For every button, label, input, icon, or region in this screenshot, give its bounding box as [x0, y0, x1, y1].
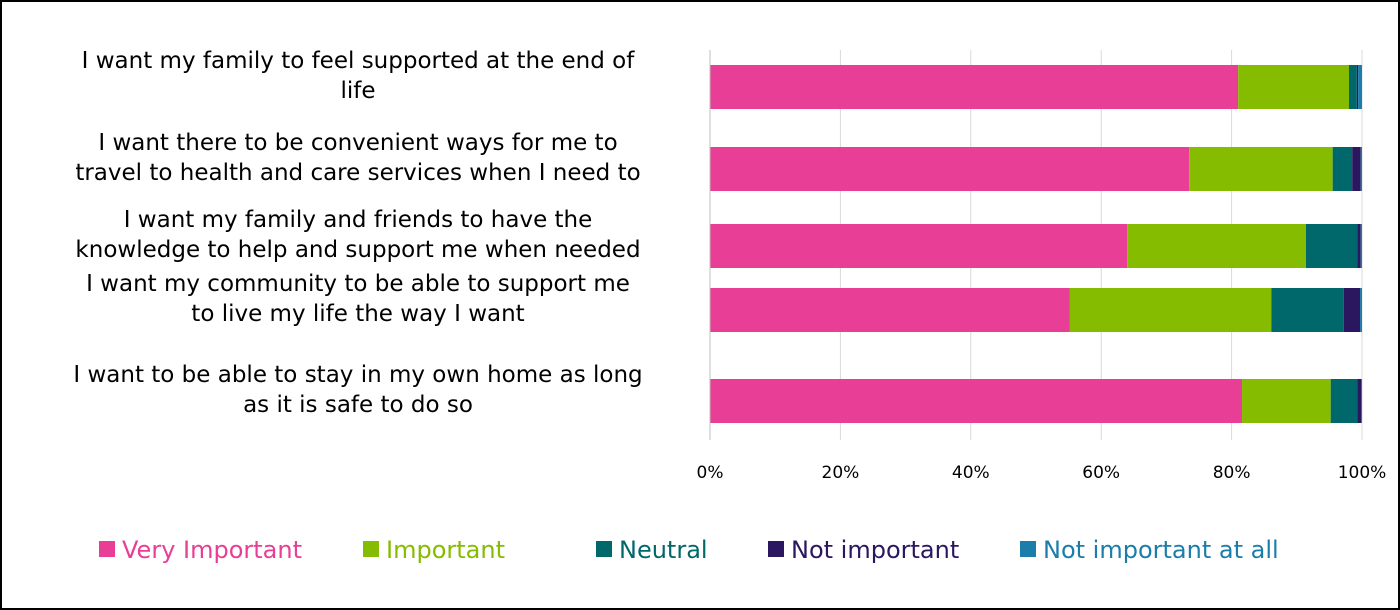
bars — [710, 65, 1362, 423]
legend-label: Important — [386, 536, 505, 564]
x-tick-label: 80% — [1213, 463, 1251, 483]
bar-segment — [1238, 65, 1349, 109]
category-label: as it is safe to do so — [243, 392, 473, 418]
x-tick-label: 100% — [1338, 463, 1387, 483]
x-tick-label: 20% — [822, 463, 860, 483]
bar-segment — [1330, 379, 1358, 423]
bar-segment — [1271, 288, 1344, 332]
category-label: travel to health and care services when … — [75, 160, 640, 186]
x-tick-label: 40% — [952, 463, 990, 483]
legend-label: Very Important — [122, 536, 302, 564]
bar-segment — [1305, 224, 1358, 268]
legend-swatch — [768, 541, 784, 557]
bar-segment — [1343, 288, 1361, 332]
bar-segment — [1069, 288, 1272, 332]
category-label: I want to be able to stay in my own home… — [73, 362, 642, 388]
bar-segment — [1332, 147, 1353, 191]
legend-swatch — [1020, 541, 1036, 557]
bar-segment — [1357, 379, 1362, 423]
bar-segment — [710, 224, 1128, 268]
legend: Very Important Important Neutral Not import… — [99, 536, 1279, 564]
legend-swatch — [363, 541, 379, 557]
x-tick-label: 0% — [697, 463, 724, 483]
bar-segment — [710, 65, 1239, 109]
category-label: I want there to be convenient ways for m… — [98, 130, 617, 156]
bar-segment — [1352, 147, 1361, 191]
category-label: I want my family and friends to have the — [124, 207, 593, 233]
legend-swatch — [99, 541, 115, 557]
x-tick-label: 60% — [1082, 463, 1120, 483]
bar-segment — [1360, 147, 1362, 191]
category-labels: I want my family to feel supported at th… — [73, 48, 642, 418]
legend-label: Neutral — [619, 536, 708, 564]
bar-segment — [1356, 65, 1359, 109]
bar-segment — [1189, 147, 1333, 191]
bar-segment — [1357, 224, 1361, 268]
x-axis: 0% 20% 40% 60% 80% 100% — [697, 50, 1387, 483]
bar-segment — [1348, 65, 1357, 109]
category-label: to live my life the way I want — [191, 301, 524, 327]
category-label: life — [340, 78, 375, 104]
legend-label: Not important at all — [1043, 536, 1279, 564]
bar-segment — [1360, 288, 1362, 332]
legend-swatch — [596, 541, 612, 557]
category-label: I want my family to feel supported at th… — [82, 48, 636, 74]
legend-label: Not important — [791, 536, 959, 564]
bar-segment — [710, 288, 1070, 332]
bar-segment — [1361, 379, 1362, 423]
category-label: knowledge to help and support me when ne… — [75, 237, 640, 263]
bar-segment — [1242, 379, 1331, 423]
category-label: I want my community to be able to suppor… — [86, 271, 630, 297]
bar-segment — [1127, 224, 1306, 268]
bar-segment — [1360, 224, 1362, 268]
bar-segment — [710, 147, 1190, 191]
bar-segment — [1358, 65, 1362, 109]
bar-segment — [710, 379, 1243, 423]
